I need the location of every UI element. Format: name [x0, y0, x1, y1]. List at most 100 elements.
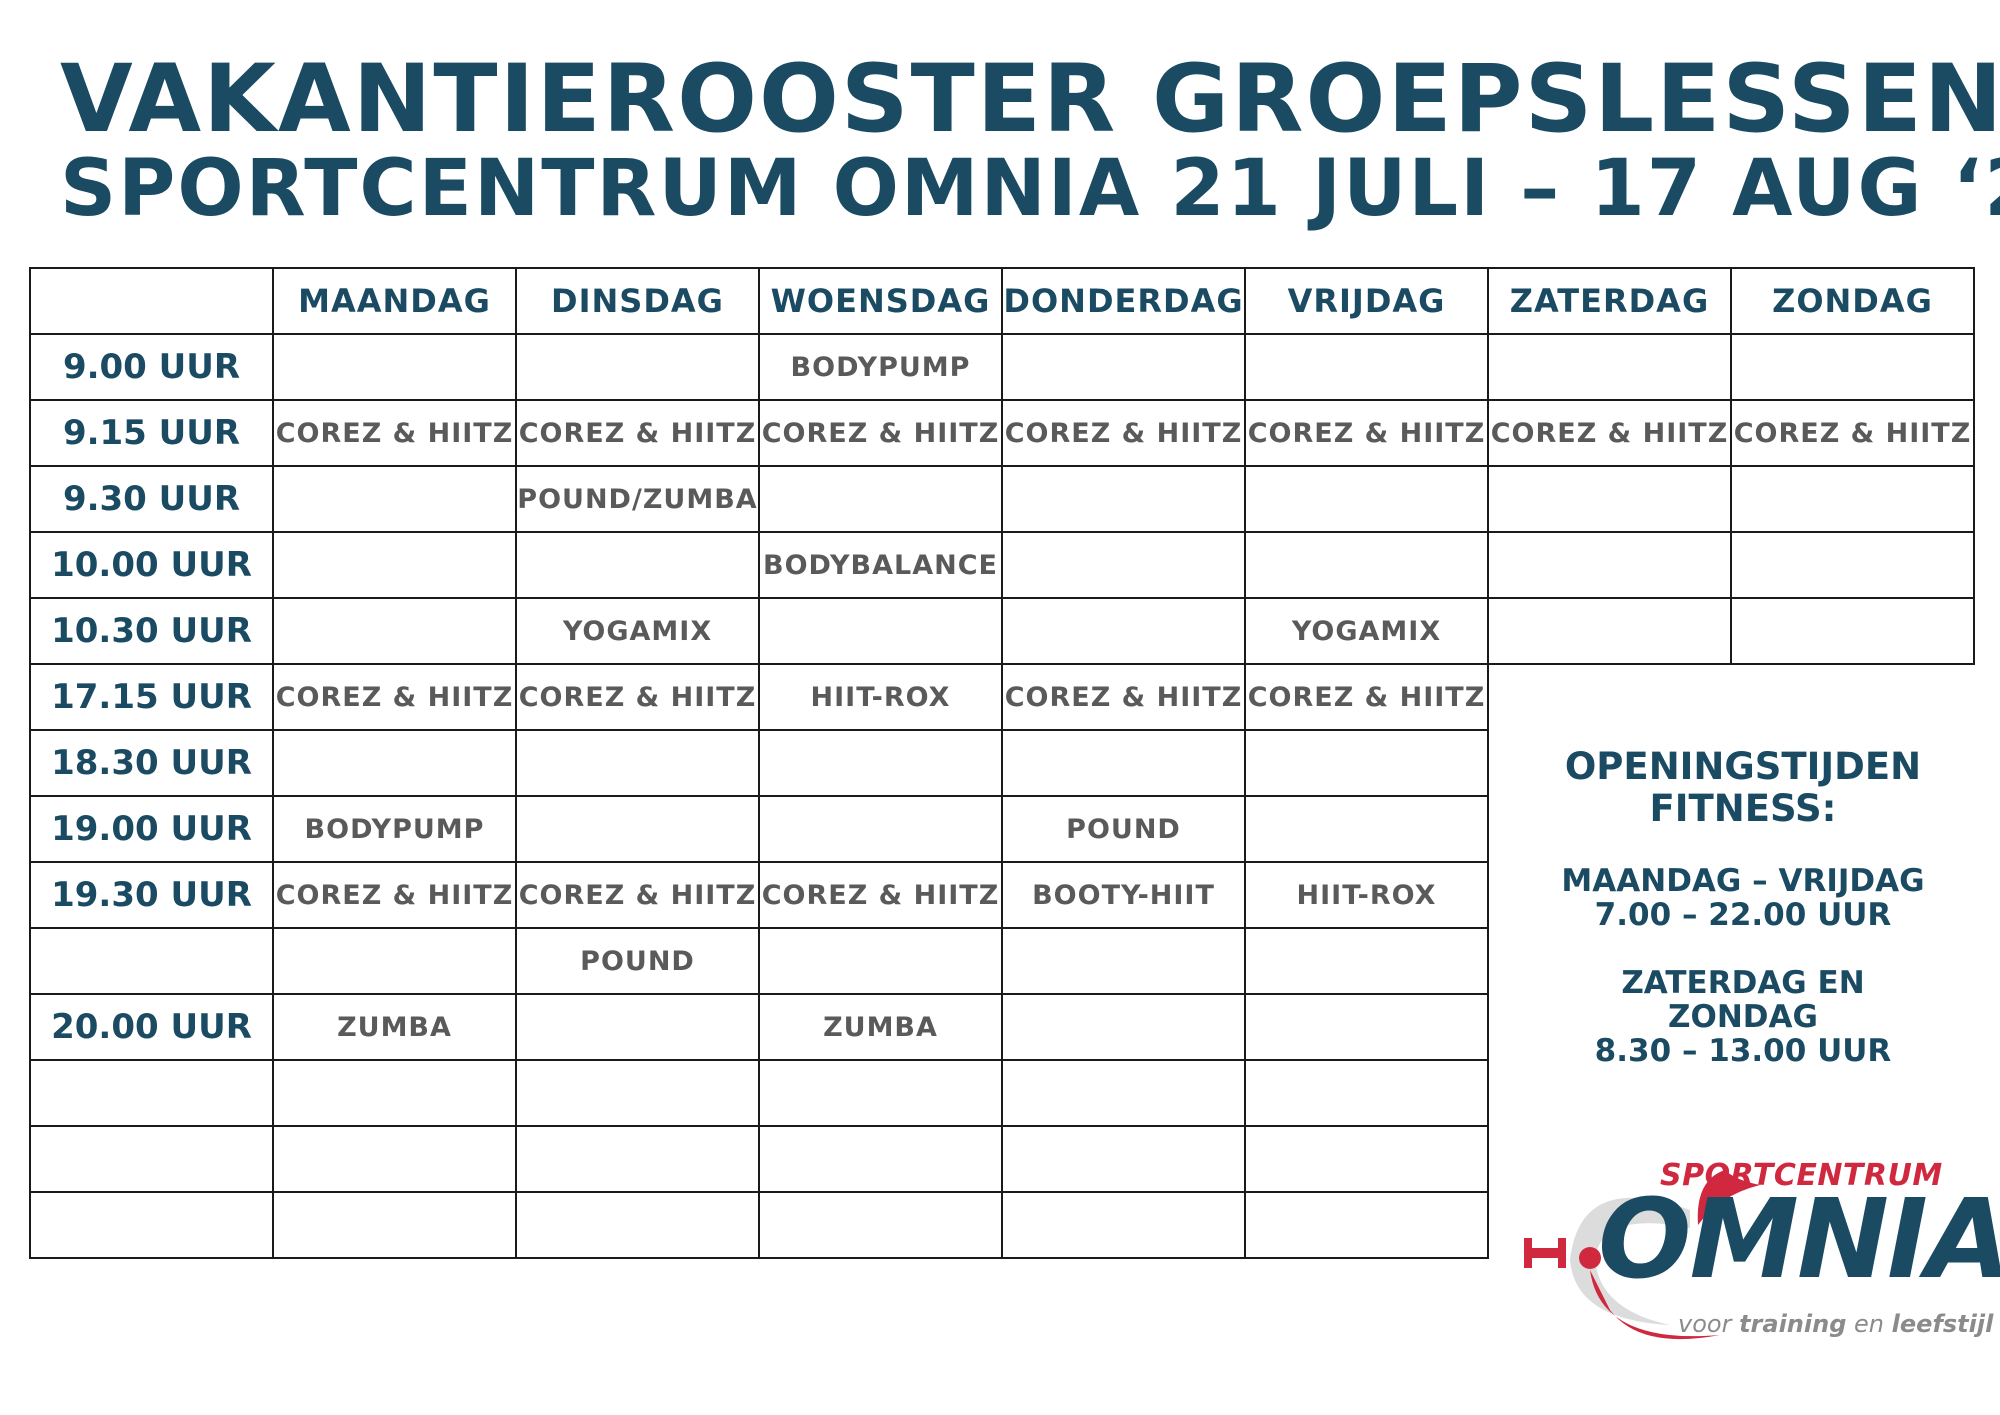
weekend-hours-label-line1: ZATERDAG EN [1621, 965, 1865, 1001]
weekend-row [1487, 333, 1975, 401]
class-cell [758, 597, 1003, 665]
class-cell: COREZ & HIITZ [515, 399, 760, 467]
weekend-row [1487, 597, 1975, 665]
class-cell [272, 597, 517, 665]
schedule-row: 17.15 UUR COREZ & HIITZ COREZ & HIITZ HIIT-… [29, 663, 1489, 731]
day-header-vrijdag: VRIJDAG [1244, 267, 1489, 335]
class-cell: YOGAMIX [515, 597, 760, 665]
time-cell [29, 1191, 274, 1259]
class-cell: COREZ & HIITZ [1487, 399, 1732, 467]
opening-hours-title-line2: FITNESS: [1649, 787, 1837, 830]
class-cell: POUND [515, 927, 760, 995]
time-cell: 9.30 UUR [29, 465, 274, 533]
time-cell: 10.30 UUR [29, 597, 274, 665]
class-cell: COREZ & HIITZ [272, 663, 517, 731]
time-cell: 10.00 UUR [29, 531, 274, 599]
weekday-hours-label: MAANDAG – VRIJDAG [1561, 863, 1925, 899]
logo-main-text: OMNIA [1598, 1175, 2000, 1303]
class-cell [1244, 1059, 1489, 1127]
schedule-row: 9.00 UUR BODYPUMP [29, 333, 1489, 401]
schedule-row: 20.00 UUR ZUMBA ZUMBA [29, 993, 1489, 1061]
class-cell: COREZ & HIITZ [1001, 399, 1246, 467]
weekday-hours-value: 7.00 – 22.00 UUR [1594, 897, 1892, 933]
class-cell: COREZ & HIITZ [758, 861, 1003, 929]
class-cell [1487, 597, 1732, 665]
class-cell [1487, 333, 1732, 401]
time-cell: 19.30 UUR [29, 861, 274, 929]
class-cell [272, 465, 517, 533]
class-cell [758, 1191, 1003, 1259]
class-cell: HIIT-ROX [1244, 861, 1489, 929]
schedule-row [29, 1059, 1489, 1127]
class-cell [515, 729, 760, 797]
class-cell [758, 465, 1003, 533]
weekday-schedule-table: MAANDAG DINSDAG WOENSDAG DONDERDAG VRIJDAG 9.… [29, 267, 1489, 1259]
schedule-row: 18.30 UUR [29, 729, 1489, 797]
class-cell [515, 531, 760, 599]
class-cell [1244, 729, 1489, 797]
class-cell: ZUMBA [758, 993, 1003, 1061]
page-title: VAKANTIEROOSTER GROEPSLESSEN [60, 45, 2000, 154]
class-cell [1244, 1191, 1489, 1259]
class-cell [1244, 465, 1489, 533]
class-cell [1730, 597, 1975, 665]
logo-tagline-word: en [1854, 1310, 1885, 1338]
class-cell: BOOTY-HIIT [1001, 861, 1246, 929]
class-cell: POUND/ZUMBA [515, 465, 760, 533]
class-cell [272, 927, 517, 995]
class-cell [272, 1125, 517, 1193]
class-cell [1244, 795, 1489, 863]
class-cell [1001, 1125, 1246, 1193]
class-cell: COREZ & HIITZ [272, 399, 517, 467]
class-cell: BODYPUMP [272, 795, 517, 863]
day-header-donderdag: DONDERDAG [1001, 267, 1246, 335]
class-cell: COREZ & HIITZ [1244, 663, 1489, 731]
header-row: MAANDAG DINSDAG WOENSDAG DONDERDAG VRIJDAG [29, 267, 1489, 335]
weekend-row [1487, 465, 1975, 533]
day-header-zondag: ZONDAG [1730, 267, 1975, 335]
class-cell: YOGAMIX [1244, 597, 1489, 665]
weekend-hours-value: 8.30 – 13.00 UUR [1594, 1033, 1892, 1069]
class-cell [1730, 465, 1975, 533]
page-subtitle: SPORTCENTRUM OMNIA 21 JULI – 17 AUG ‘25 [60, 144, 2000, 234]
class-cell [1001, 1191, 1246, 1259]
class-cell [758, 927, 1003, 995]
class-cell: BODYPUMP [758, 333, 1003, 401]
class-cell [272, 333, 517, 401]
day-header-woensdag: WOENSDAG [758, 267, 1003, 335]
logo-top-text: SPORTCENTRUM [1660, 1158, 1943, 1193]
time-cell [29, 927, 274, 995]
class-cell [515, 993, 760, 1061]
time-cell: 9.15 UUR [29, 399, 274, 467]
class-cell [1001, 465, 1246, 533]
weekend-header-row: ZATERDAG ZONDAG [1487, 267, 1975, 335]
schedule-row [29, 1191, 1489, 1259]
class-cell [515, 1059, 760, 1127]
class-cell [1001, 729, 1246, 797]
weekend-row: COREZ & HIITZ COREZ & HIITZ [1487, 399, 1975, 467]
class-cell [758, 1059, 1003, 1127]
class-cell: COREZ & HIITZ [515, 861, 760, 929]
class-cell [1244, 333, 1489, 401]
class-cell [1487, 531, 1732, 599]
class-cell [1244, 531, 1489, 599]
opening-hours-title-line1: OPENINGSTIJDEN [1564, 745, 1922, 788]
class-cell [272, 729, 517, 797]
schedule-row: 10.00 UUR BODYBALANCE [29, 531, 1489, 599]
time-cell [29, 1125, 274, 1193]
logo-tagline: voor training en leefstijl [1678, 1310, 1993, 1338]
schedule-row: 9.15 UUR COREZ & HIITZ COREZ & HIITZ COREZ … [29, 399, 1489, 467]
schedule-row: 19.00 UUR BODYPUMP POUND [29, 795, 1489, 863]
class-cell: HIIT-ROX [758, 663, 1003, 731]
omnia-logo: SPORTCENTRUM OMNIA voor training en leef… [1520, 1150, 2000, 1350]
class-cell [272, 531, 517, 599]
schedule-row: 19.30 UUR COREZ & HIITZ COREZ & HIITZ COREZ… [29, 861, 1489, 929]
class-cell [758, 795, 1003, 863]
class-cell [272, 1059, 517, 1127]
class-cell: ZUMBA [272, 993, 517, 1061]
schedule-row: 9.30 UUR POUND/ZUMBA [29, 465, 1489, 533]
day-header-zaterdag: ZATERDAG [1487, 267, 1732, 335]
time-cell: 19.00 UUR [29, 795, 274, 863]
class-cell: COREZ & HIITZ [272, 861, 517, 929]
class-cell [1001, 993, 1246, 1061]
